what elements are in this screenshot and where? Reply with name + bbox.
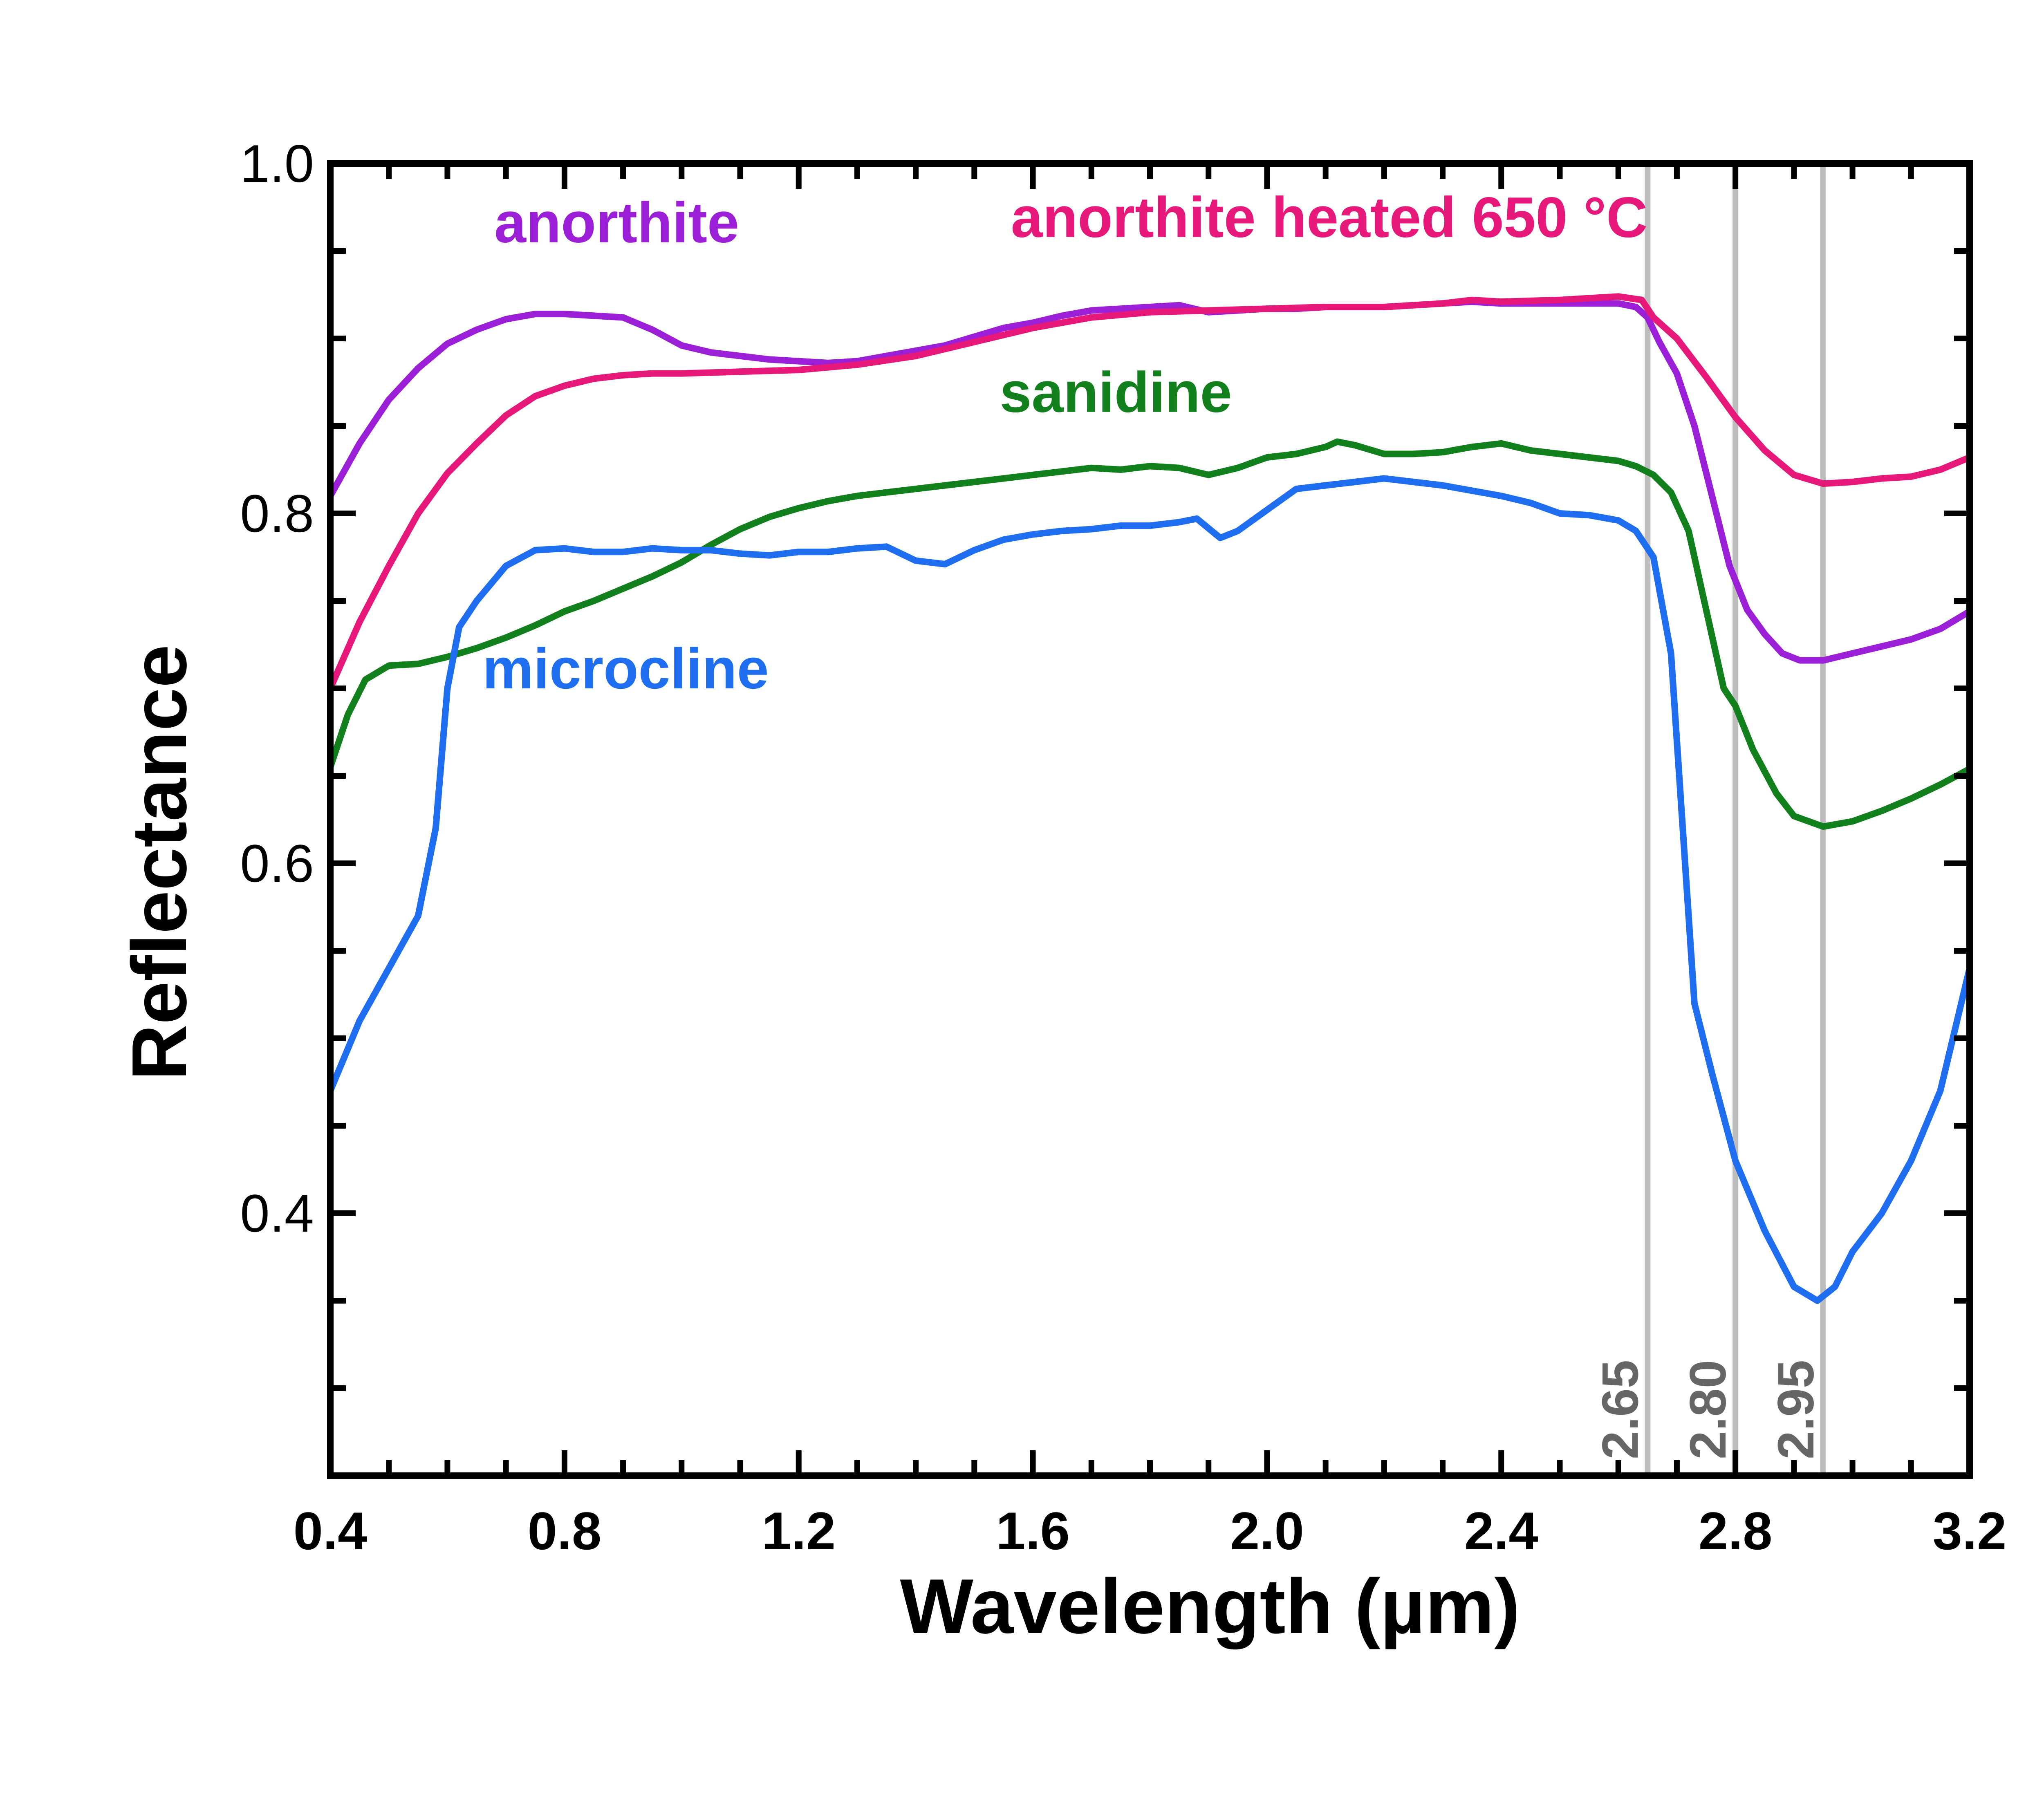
reference-label-2.95: 2.95 — [1768, 1360, 1824, 1459]
tick-labels: 0.4 0.8 1.2 1.6 2.0 2.4 2.8 3.2 0.4 0.6 0.8 1.0 — [240, 134, 2006, 1561]
reference-label-2.80: 2.80 — [1680, 1360, 1737, 1459]
y-tick-label: 0.8 — [240, 484, 314, 543]
series-label-anorthite-heated-650-c: anorthite heated 650 °C — [1011, 185, 1648, 249]
x-tick-label: 2.4 — [1464, 1501, 1538, 1561]
y-tick-label: 0.4 — [240, 1183, 314, 1243]
x-tick-label: 2.8 — [1699, 1501, 1773, 1561]
series-line-microcline — [327, 475, 1973, 1304]
x-tick-label: 2.0 — [1230, 1501, 1304, 1561]
series-lines — [327, 293, 1973, 1304]
reference-lines — [1645, 164, 1826, 1476]
reference-label-2.65: 2.65 — [1592, 1360, 1649, 1459]
series-label-anorthite: anorthite — [494, 190, 739, 255]
x-axis-title: Wavelength (µm) — [900, 1563, 1520, 1650]
x-tick-label: 0.4 — [294, 1501, 368, 1561]
series-line-sanidine — [327, 438, 1973, 830]
axis-ticks — [327, 161, 1972, 1479]
y-axis-title: Reflectance — [116, 645, 203, 1081]
reference-labels: 2.65 2.80 2.95 — [1592, 1360, 1824, 1459]
y-tick-label: 0.6 — [240, 833, 314, 893]
y-tick-label: 1.0 — [240, 134, 314, 193]
series-labels: anorthite anorthite heated 650 °C sanidine… — [482, 185, 1647, 701]
series-label-microcline: microcline — [482, 636, 769, 701]
series-label-sanidine: sanidine — [1000, 360, 1232, 424]
x-tick-label: 1.2 — [762, 1501, 836, 1561]
x-tick-label: 3.2 — [1933, 1501, 2007, 1561]
series-line-anorthite-heated-650-c — [327, 293, 1973, 692]
x-tick-label: 0.8 — [527, 1501, 601, 1561]
x-tick-label: 1.6 — [996, 1501, 1070, 1561]
